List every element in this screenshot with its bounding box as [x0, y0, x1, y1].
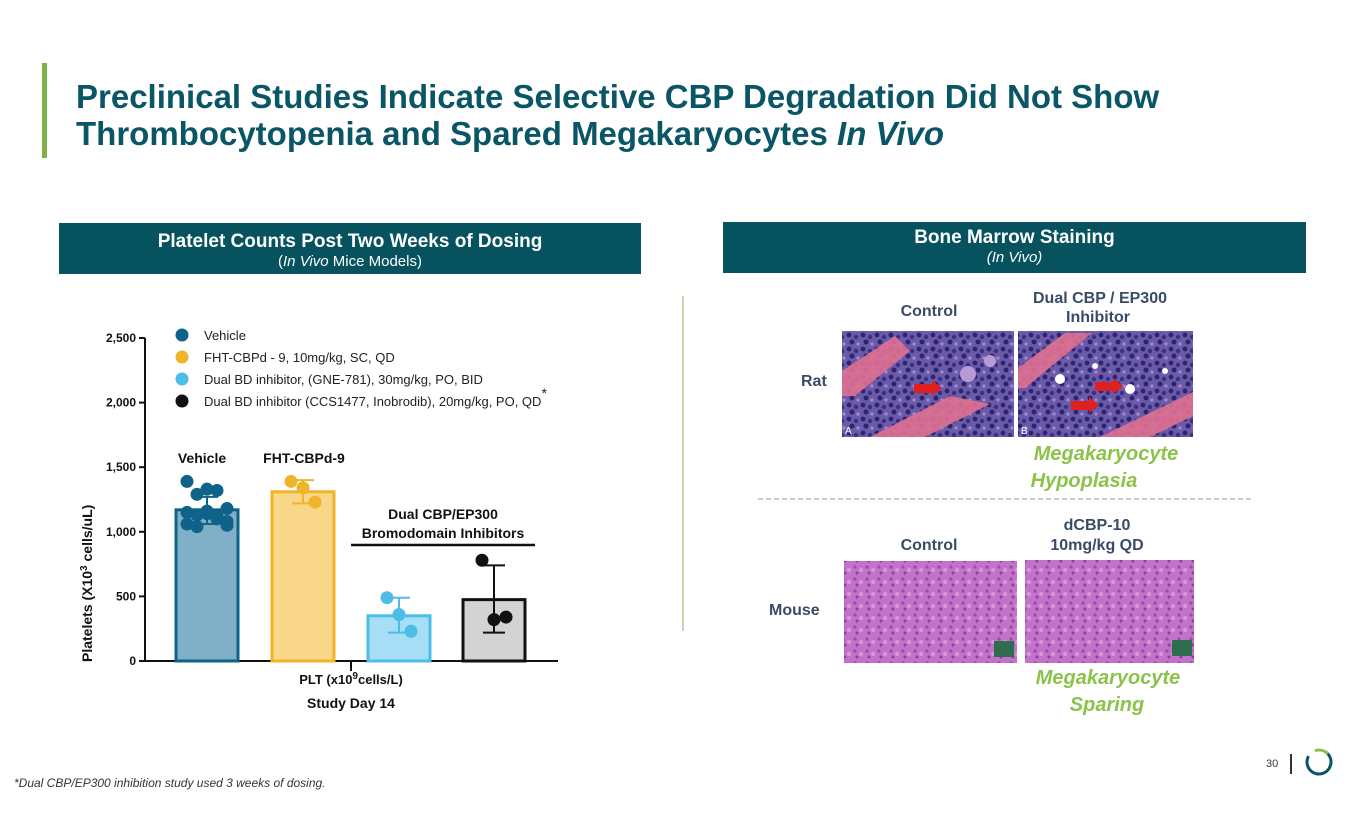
data-point [190, 520, 204, 534]
mouse-treated-image [1025, 560, 1194, 663]
legend-marker [175, 350, 189, 364]
y-tick-label: 2,500 [106, 331, 136, 345]
rat-control-image: A [842, 331, 1014, 437]
y-axis-label: Platelets (X103 cells/uL) [79, 505, 96, 662]
title-line-1: Preclinical Studies Indicate Selective C… [76, 78, 1160, 115]
rat-result-line-1: Megakaryocyte [1034, 443, 1179, 465]
data-point [200, 482, 214, 496]
data-point [220, 502, 234, 516]
data-point [475, 553, 489, 567]
mouse-row-label: Mouse [769, 602, 820, 619]
y-tick-label: 500 [116, 589, 136, 603]
title-accent-bar [42, 63, 47, 158]
y-axis-label-2: cells/uL) [79, 505, 95, 566]
chart-bars [174, 490, 527, 663]
y-axis-label-sup: 3 [79, 565, 90, 571]
rat-control-label: Control [901, 303, 958, 320]
footnote: *Dual CBP/EP300 inhibition study used 3 … [14, 776, 326, 790]
legend-marker [175, 372, 189, 386]
page-title: Preclinical Studies Indicate Selective C… [76, 78, 1276, 152]
legend-asterisk: * [541, 385, 547, 401]
annotation-vehicle: Vehicle [178, 450, 226, 466]
legend-label: Vehicle [204, 328, 246, 343]
y-tick-label: 0 [129, 654, 136, 668]
platelet-panel-header: Platelet Counts Post Two Weeks of Dosing… [59, 223, 641, 274]
mouse-treat-label-2: 10mg/kg QD [1050, 537, 1143, 554]
title-line-2-italic: In Vivo [837, 115, 945, 152]
rat-inhibitor-label-2: Inhibitor [1066, 309, 1130, 326]
x-axis-label-2: cells/L) [358, 672, 403, 687]
data-point [210, 509, 224, 523]
platelet-bar-chart: 0 500 1,000 1,500 2,000 2,500 Vehicle FHT-CBPd… [79, 328, 558, 711]
data-point [180, 505, 194, 519]
y-tick-label: 1,500 [106, 460, 136, 474]
y-tick-label: 2,000 [106, 396, 136, 410]
rat-inhibitor-label-1: Dual CBP / EP300 [1033, 290, 1167, 307]
x-axis-label-sup: 9 [352, 671, 358, 682]
annotation-fht: FHT-CBPd-9 [263, 450, 345, 466]
mouse-treat-label-1: dCBP-10 [1064, 517, 1131, 534]
page-number-separator [1290, 754, 1292, 774]
panel-b-label: B [1021, 426, 1028, 437]
chart-error-bars [196, 479, 505, 634]
mouse-control-image [844, 561, 1017, 663]
legend-label: Dual BD inhibitor (CCS1477, Inobrodib), … [204, 385, 547, 409]
annotation-dual-line-2: Bromodomain Inhibitors [362, 525, 525, 541]
bone-marrow-panel-subtitle: (In Vivo) [986, 249, 1043, 266]
rat-row-label: Rat [801, 373, 827, 390]
legend-label: Dual BD inhibitor, (GNE-781), 30mg/kg, P… [204, 372, 483, 387]
x-axis-label-1: PLT (x10 [299, 672, 352, 687]
chart-legend: Vehicle FHT-CBPd - 9, 10mg/kg, SC, QD Dual… [175, 328, 547, 409]
x-axis-sublabel: Study Day 14 [307, 695, 395, 711]
platelet-panel-subtitle: (In Vivo Mice Models) [59, 253, 641, 271]
x-axis-label: PLT (x109cells/L) [299, 671, 403, 688]
title-line-2: Thrombocytopenia and Spared Megakaryocyt… [76, 115, 1276, 152]
legend-label: FHT-CBPd - 9, 10mg/kg, SC, QD [204, 350, 395, 365]
data-point [220, 514, 234, 528]
y-axis-label-1: Platelets (X10 [79, 571, 95, 662]
rat-result-line-2: Hypoplasia [1031, 470, 1138, 492]
platelet-panel-title: Platelet Counts Post Two Weeks of Dosing [157, 231, 543, 252]
legend-marker [175, 394, 189, 408]
data-point [284, 474, 298, 488]
panel-divider [682, 296, 684, 631]
mouse-result-line-1: Megakaryocyte [1036, 667, 1181, 689]
legend-marker [175, 328, 189, 342]
data-point [308, 495, 322, 509]
data-point [404, 624, 418, 638]
platelet-subtitle-italic: In Vivo [283, 253, 329, 270]
bone-marrow-panel-title: Bone Marrow Staining [914, 227, 1115, 248]
platelet-subtitle-plain: Mice Models) [328, 253, 422, 270]
annotation-dual-line-1: Dual CBP/EP300 [388, 506, 498, 522]
bar-2 [270, 490, 336, 663]
bone-marrow-panel-header: Bone Marrow Staining (In Vivo) [723, 222, 1306, 273]
page-number: 30 [1266, 758, 1279, 770]
data-point [380, 591, 394, 605]
company-logo-icon [1305, 748, 1333, 776]
panel-a-label: A [845, 426, 852, 437]
mouse-control-label: Control [901, 537, 958, 554]
data-point [499, 610, 513, 624]
mouse-result-line-2: Sparing [1070, 694, 1144, 716]
data-point [190, 508, 204, 522]
y-tick-label: 1,000 [106, 525, 136, 539]
data-point [210, 483, 224, 497]
bone-marrow-histology: Control Dual CBP / EP300 Inhibitor Rat A… [758, 290, 1252, 716]
bar-1 [174, 508, 240, 663]
data-point [180, 474, 194, 488]
chart-points [180, 474, 513, 638]
rat-inhibitor-image: B [1018, 331, 1193, 437]
platelet-subtitle-open: ( [278, 253, 284, 270]
title-line-2-text: Thrombocytopenia and Spared Megakaryocyt… [76, 115, 838, 152]
data-point [180, 517, 194, 531]
